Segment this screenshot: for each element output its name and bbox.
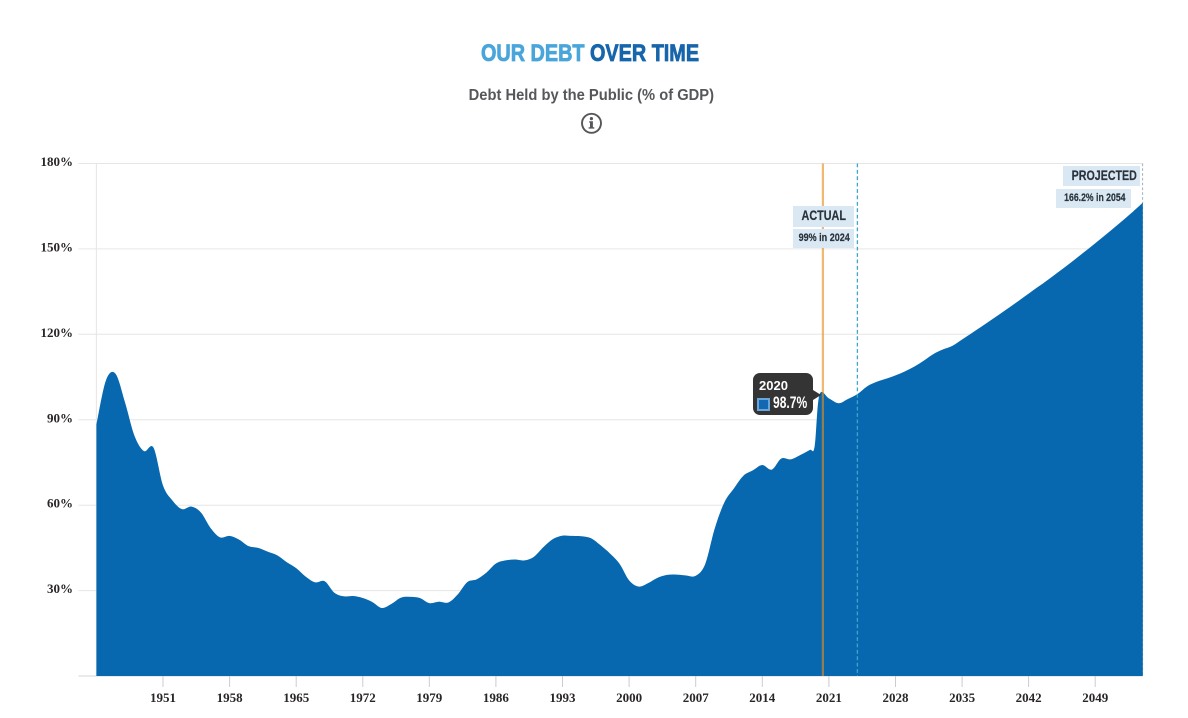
svg-text:2014: 2014 [749,690,776,705]
svg-text:2021: 2021 [816,690,842,705]
svg-text:120%: 120% [41,325,74,340]
svg-text:90%: 90% [47,410,73,425]
svg-text:2028: 2028 [883,690,910,705]
svg-text:2000: 2000 [616,690,642,705]
svg-text:1993: 1993 [550,690,577,705]
svg-text:1965: 1965 [283,690,310,705]
svg-text:1972: 1972 [350,690,376,705]
svg-text:1951: 1951 [150,690,176,705]
svg-text:1986: 1986 [483,690,510,705]
svg-text:2049: 2049 [1082,690,1109,705]
svg-text:60%: 60% [47,496,73,511]
svg-text:2042: 2042 [1016,690,1042,705]
svg-text:180%: 180% [41,154,74,169]
svg-text:150%: 150% [41,239,74,254]
svg-text:2007: 2007 [683,690,710,705]
svg-text:1979: 1979 [416,690,443,705]
svg-text:1958: 1958 [217,690,244,705]
svg-text:30%: 30% [47,581,73,596]
svg-text:2035: 2035 [949,690,976,705]
